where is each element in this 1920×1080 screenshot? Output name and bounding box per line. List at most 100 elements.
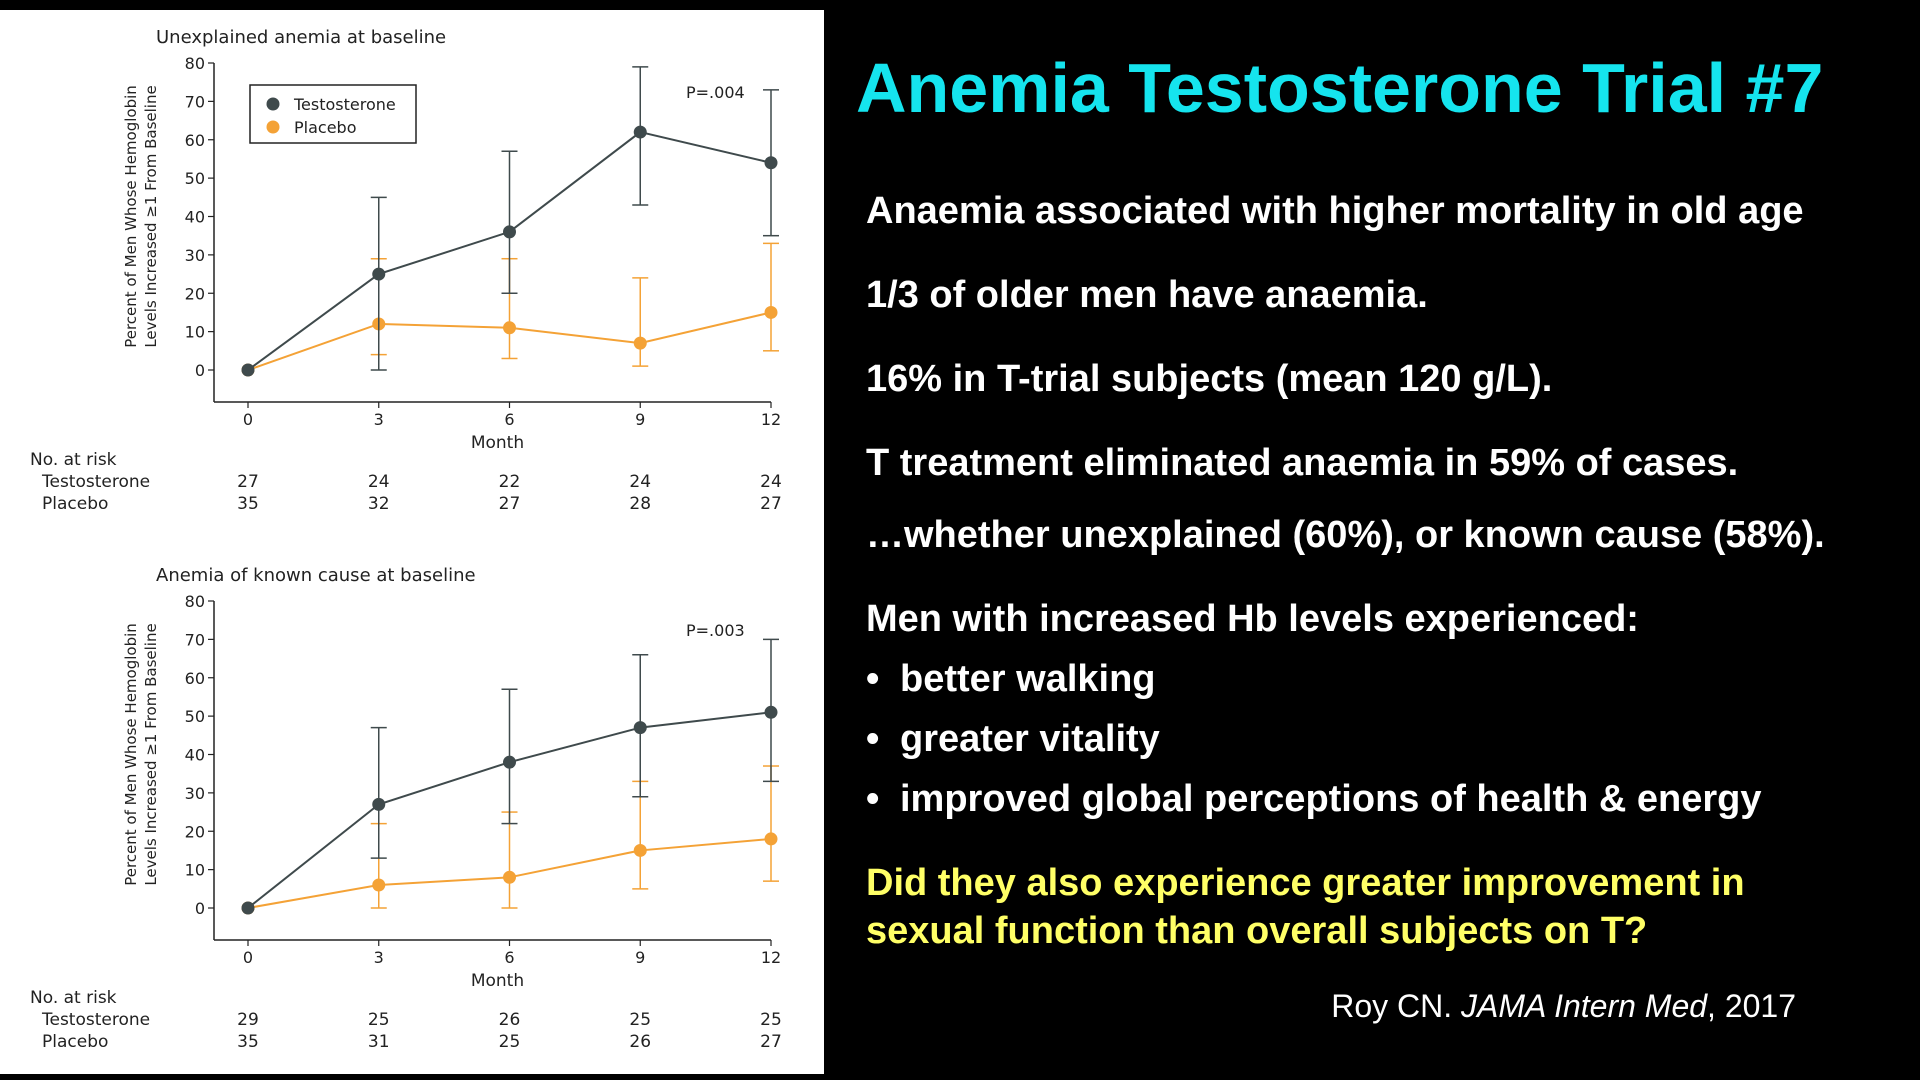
question-line-2: sexual function than overall subjects on…: [866, 910, 1648, 952]
bullet-dot-icon: •: [866, 718, 880, 760]
risk-count: 25: [760, 1010, 782, 1030]
x-tick-label: 3: [374, 410, 384, 429]
x-tick-label: 0: [243, 948, 253, 967]
point-hb-levels: Men with increased Hb levels experienced…: [866, 598, 1639, 640]
risk-count: 24: [760, 472, 782, 492]
y-tick-label: 0: [195, 899, 205, 918]
chart-title: Unexplained anemia at baseline: [156, 27, 446, 48]
risk-count: 24: [368, 472, 390, 492]
y-tick-label: 70: [185, 630, 205, 649]
risk-count: 25: [499, 1032, 521, 1052]
p-value-annotation: P=.004: [686, 83, 745, 102]
risk-count: 29: [237, 1010, 259, 1030]
point-mortality: Anaemia associated with higher mortality…: [866, 190, 1804, 232]
point-prevalence: 1/3 of older men have anaemia.: [866, 274, 1428, 316]
chart-title: Anemia of known cause at baseline: [156, 565, 476, 586]
risk-table-title: No. at risk: [30, 450, 117, 470]
legend-label: Testosterone: [293, 95, 396, 114]
risk-row-label: Placebo: [42, 1032, 108, 1052]
chart-unexplained-anemia: Unexplained anemia at baseline0102030405…: [30, 27, 782, 514]
y-tick-label: 20: [185, 284, 205, 303]
risk-count: 27: [760, 1032, 782, 1052]
legend-marker-placebo: [266, 120, 280, 134]
x-axis-label: Month: [471, 433, 524, 453]
data-point-testosterone: [764, 156, 778, 170]
citation-journal: JAMA Intern Med: [1461, 988, 1708, 1024]
figure-panel: Unexplained anemia at baseline 0 10 20 30 40 5…: [0, 10, 824, 1074]
risk-count: 25: [629, 1010, 651, 1030]
citation-author: Roy CN.: [1331, 988, 1453, 1024]
x-tick-label: 6: [504, 948, 514, 967]
data-point-testosterone: [241, 363, 255, 377]
bullet-label: greater vitality: [900, 718, 1160, 760]
data-point-testosterone: [633, 721, 647, 735]
risk-count: 27: [499, 494, 521, 514]
p-value-annotation: P=.003: [686, 621, 745, 640]
data-point-testosterone: [633, 125, 647, 139]
bullet-vitality: • greater vitality: [866, 718, 1160, 761]
y-axis-label-line: Levels Increased ≥1 From Baseline: [142, 623, 160, 885]
y-axis-label-line: Levels Increased ≥1 From Baseline: [142, 85, 160, 347]
y-tick-label: 30: [185, 246, 205, 265]
risk-count: 26: [499, 1010, 521, 1030]
legend-marker-testosterone: [266, 97, 280, 111]
data-point-testosterone: [372, 797, 386, 811]
x-tick-label: 6: [504, 410, 514, 429]
data-point-placebo: [633, 336, 647, 350]
y-axis-label-line: Percent of Men Whose Hemoglobin: [122, 85, 140, 348]
point-eliminated: T treatment eliminated anaemia in 59% of…: [866, 442, 1739, 484]
question-line-1: Did they also experience greater improve…: [866, 862, 1745, 904]
x-tick-label: 12: [761, 948, 781, 967]
risk-count: 31: [368, 1032, 390, 1052]
point-t-trial: 16% in T-trial subjects (mean 120 g/L).: [866, 358, 1553, 400]
y-axis-label-line: Percent of Men Whose Hemoglobin: [122, 623, 140, 886]
risk-row-label: Testosterone: [41, 472, 150, 492]
y-tick-label: 40: [185, 208, 205, 227]
y-tick-label: 50: [185, 707, 205, 726]
legend-box: [249, 84, 417, 144]
y-tick-label: 60: [185, 669, 205, 688]
risk-count: 25: [368, 1010, 390, 1030]
y-axis-label: Percent of Men Whose Hemoglobin Levels In…: [122, 85, 160, 348]
data-point-testosterone: [372, 267, 386, 281]
y-tick-label: 80: [185, 54, 205, 73]
risk-table-title: No. at risk: [30, 988, 117, 1008]
bullet-label: improved global perceptions of health & …: [900, 778, 1762, 820]
risk-count: 26: [629, 1032, 651, 1052]
data-point-placebo: [372, 878, 386, 892]
y-axis-label: Percent of Men Whose Hemoglobin Levels In…: [122, 623, 160, 886]
risk-count: 27: [760, 494, 782, 514]
citation-year: , 2017: [1707, 988, 1796, 1024]
y-tick-label: 0: [195, 361, 205, 380]
chart-known-cause-anemia: Anemia of known cause at baseline0102030…: [30, 565, 782, 1052]
x-tick-label: 9: [635, 948, 645, 967]
y-tick-label: 30: [185, 784, 205, 803]
bullet-dot-icon: •: [866, 658, 880, 700]
bullet-label: better walking: [900, 658, 1156, 700]
slide-title: Anemia Testosterone Trial #7: [856, 49, 1824, 127]
y-tick-label: 50: [185, 169, 205, 188]
bullet-walking: • better walking: [866, 658, 1156, 701]
risk-count: 35: [237, 494, 259, 514]
data-point-testosterone: [503, 755, 516, 769]
x-tick-label: 0: [243, 410, 253, 429]
x-axis-label: Month: [471, 971, 524, 991]
x-tick-label: 9: [635, 410, 645, 429]
risk-row-label: Placebo: [42, 494, 108, 514]
x-tick-label: 3: [374, 948, 384, 967]
y-tick-label: 10: [185, 861, 205, 880]
data-point-placebo: [764, 832, 778, 846]
data-point-testosterone: [503, 225, 516, 239]
risk-count: 27: [237, 472, 259, 492]
y-tick-label: 70: [185, 92, 205, 111]
risk-count: 24: [629, 472, 651, 492]
y-tick-label: 80: [185, 592, 205, 611]
bullet-dot-icon: •: [866, 778, 880, 820]
bullet-health: • improved global perceptions of health &…: [866, 778, 1761, 821]
data-point-placebo: [503, 321, 516, 335]
data-point-placebo: [503, 870, 516, 884]
y-tick-label: 10: [185, 323, 205, 342]
risk-row-label: Testosterone: [41, 1010, 150, 1030]
x-tick-label: 12: [761, 410, 781, 429]
risk-count: 32: [368, 494, 390, 514]
